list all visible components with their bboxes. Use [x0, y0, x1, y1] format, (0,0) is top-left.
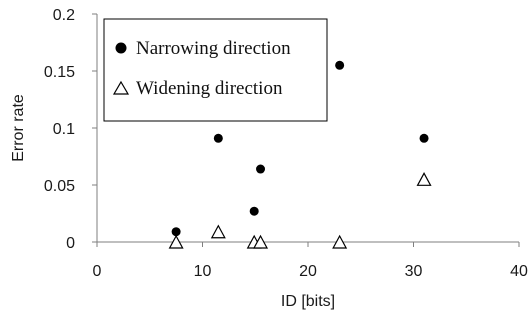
- legend-marker-narrowing: [115, 42, 127, 54]
- legend: Narrowing direction Widening direction: [103, 18, 328, 122]
- data-point-widening: [210, 224, 226, 239]
- legend-box: [103, 18, 328, 122]
- data-points: [168, 60, 432, 249]
- y-tick-label: 0.1: [53, 121, 75, 138]
- x-tick-label: 30: [405, 263, 423, 280]
- axes: [92, 13, 520, 247]
- x-tick-label: 0: [93, 263, 102, 280]
- tick-labels: 0 10 20 30 40 0 0.05 0.1 0.15 0.2: [44, 7, 528, 280]
- y-tick-label: 0.15: [44, 64, 75, 81]
- x-axis-title: ID [bits]: [281, 293, 335, 310]
- data-point-widening: [168, 234, 184, 249]
- y-tick-label: 0.2: [53, 7, 75, 24]
- data-point-widening: [416, 172, 432, 186]
- data-point-widening: [332, 234, 348, 249]
- data-point-narrowing: [419, 133, 429, 143]
- data-point-narrowing: [256, 164, 266, 174]
- x-tick-label: 20: [299, 263, 317, 280]
- y-tick-label: 0: [66, 235, 75, 252]
- legend-marker-widening: [112, 80, 130, 95]
- data-point-narrowing: [249, 206, 259, 216]
- data-point-narrowing: [171, 227, 181, 237]
- legend-label-narrowing: Narrowing direction: [136, 38, 291, 59]
- x-tick-label: 10: [194, 263, 212, 280]
- data-point-widening: [253, 234, 269, 249]
- x-tick-label: 40: [510, 263, 528, 280]
- y-axis-title: Error rate: [10, 94, 27, 162]
- legend-label-widening: Widening direction: [136, 78, 283, 99]
- data-point-narrowing: [213, 133, 223, 143]
- data-point-narrowing: [335, 60, 345, 70]
- y-tick-label: 0.05: [44, 178, 75, 195]
